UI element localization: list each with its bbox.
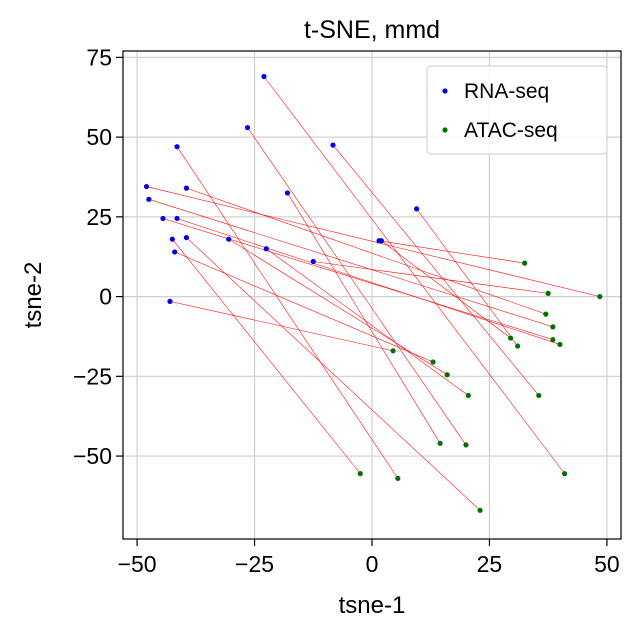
- y-tick-label: −50: [73, 443, 112, 469]
- rna-seq-point: [174, 144, 180, 150]
- x-tick-label: −25: [235, 551, 274, 577]
- legend-label-rna-seq: RNA-seq: [464, 80, 549, 103]
- x-tick-label: 0: [366, 551, 379, 577]
- pair-link-line: [169, 301, 394, 352]
- rna-seq-point: [244, 124, 251, 131]
- rna-seq-point: [414, 206, 420, 212]
- y-tick-label: 50: [86, 124, 112, 150]
- pair-link-line: [247, 127, 467, 446]
- atac-seq-point: [522, 260, 528, 266]
- rna-seq-point: [284, 190, 291, 196]
- atac-seq-point: [550, 337, 556, 343]
- rna-seq-point: [261, 73, 267, 80]
- x-tick-label: −50: [118, 551, 157, 577]
- pair-link-line: [176, 146, 399, 479]
- atac-seq-point: [465, 392, 471, 399]
- rna-seq-point: [167, 298, 173, 304]
- atac-seq-point: [557, 341, 563, 348]
- atac-seq-point: [515, 343, 521, 349]
- axis-ticks: −50 −25 0 25 50 75 50 25 0 −25 −50: [73, 44, 620, 577]
- pair-link-line: [381, 240, 511, 339]
- pair-link-line: [379, 240, 525, 264]
- rna-seq-point: [146, 196, 152, 202]
- pair-link-line: [266, 248, 469, 396]
- pair-link-line: [162, 218, 553, 340]
- pair-link-line: [146, 186, 600, 297]
- rna-seq-point: [226, 236, 232, 242]
- atac-seq-point: [597, 293, 603, 300]
- rna-seq-point: [183, 185, 190, 191]
- atac-seq-point: [390, 348, 396, 354]
- rna-seq-point: [160, 215, 166, 222]
- pair-link-line: [332, 144, 539, 396]
- pair-link-line: [416, 208, 518, 347]
- atac-seq-point: [444, 372, 450, 378]
- y-tick-label: 75: [86, 44, 112, 70]
- scatter-points: [143, 73, 603, 513]
- pair-links: [146, 76, 600, 511]
- pair-link-line: [172, 239, 361, 474]
- rna-seq-point: [174, 215, 180, 222]
- y-tick-label: −25: [73, 363, 112, 389]
- atac-seq-point: [357, 471, 363, 477]
- atac-seq-point: [543, 311, 549, 317]
- atac-seq-point: [430, 359, 436, 365]
- atac-seq-point: [477, 507, 483, 513]
- rna-seq-point: [310, 258, 316, 265]
- rna-seq-point: [172, 249, 178, 255]
- y-axis-label: tsne-2: [20, 262, 47, 329]
- chart-title: t-SNE, mmd: [304, 16, 440, 44]
- pair-link-line: [148, 199, 553, 328]
- rna-seq-point: [143, 183, 150, 190]
- x-tick-label: 50: [594, 551, 620, 577]
- atac-seq-point: [437, 440, 443, 446]
- atac-seq-point: [463, 442, 469, 448]
- y-tick-label: 25: [86, 204, 112, 230]
- legend: RNA-seq ATAC-seq: [426, 65, 608, 155]
- atac-seq-point: [545, 290, 551, 297]
- x-tick-label: 25: [477, 551, 503, 577]
- pair-link-line: [228, 238, 448, 375]
- rna-seq-point: [183, 234, 190, 241]
- pair-link-line: [313, 261, 549, 294]
- pair-link-line: [287, 192, 441, 444]
- rna-seq-point: [330, 142, 336, 148]
- grid-lines: [123, 51, 621, 539]
- legend-label-atac-seq: ATAC-seq: [464, 119, 558, 142]
- atac-seq-point: [562, 471, 568, 477]
- legend-marker-atac-seq: [442, 127, 448, 133]
- y-tick-label: 0: [99, 284, 112, 310]
- legend-box: [426, 65, 608, 155]
- legend-marker-rna-seq: [442, 88, 448, 94]
- rna-seq-point: [169, 236, 175, 242]
- atac-seq-point: [536, 392, 542, 399]
- rna-seq-point: [378, 238, 384, 244]
- atac-seq-point: [395, 475, 401, 481]
- x-axis-label: tsne-1: [339, 592, 406, 619]
- pair-link-line: [176, 218, 561, 345]
- rna-seq-point: [263, 246, 269, 252]
- atac-seq-point: [507, 335, 514, 341]
- pair-link-line: [186, 187, 546, 315]
- pair-link-line: [186, 237, 481, 511]
- pair-link-line: [174, 251, 434, 363]
- atac-seq-point: [550, 324, 556, 330]
